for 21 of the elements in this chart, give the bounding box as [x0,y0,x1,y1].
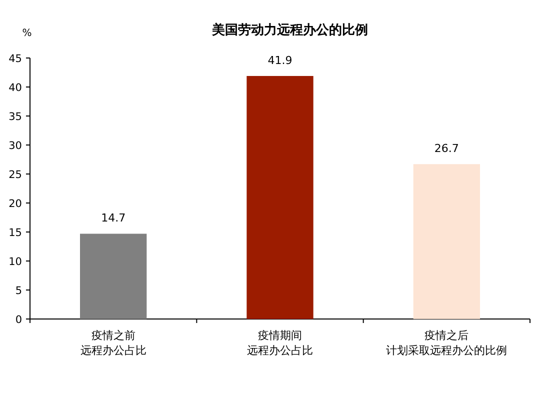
y-tick-label: 35 [8,111,22,123]
bar [246,76,314,319]
x-tick-label: 疫情之前远程办公占比 [80,329,146,357]
y-tick-label: 15 [8,227,22,239]
y-tick-label: 5 [15,285,22,297]
y-tick-label: 10 [8,256,22,268]
y-tick-label: 45 [8,53,22,65]
y-tick-label: 25 [8,169,22,181]
y-tick-label: 20 [8,198,22,210]
data-label: 41.9 [268,54,292,67]
y-tick-label: 30 [8,140,22,152]
x-tick-label: 疫情期间远程办公占比 [247,329,313,357]
y-axis-title: % [22,28,32,39]
bar [80,234,147,319]
data-label: 26.7 [434,142,459,156]
chart-title: 美国劳动力远程办公的比例 [211,22,368,38]
x-tick-label: 疫情之后计划采取远程办公的比例 [386,329,508,357]
y-tick-label: 40 [8,82,22,94]
bar [413,164,480,319]
y-tick-label: 0 [15,314,22,326]
data-label: 14.7 [101,212,126,225]
